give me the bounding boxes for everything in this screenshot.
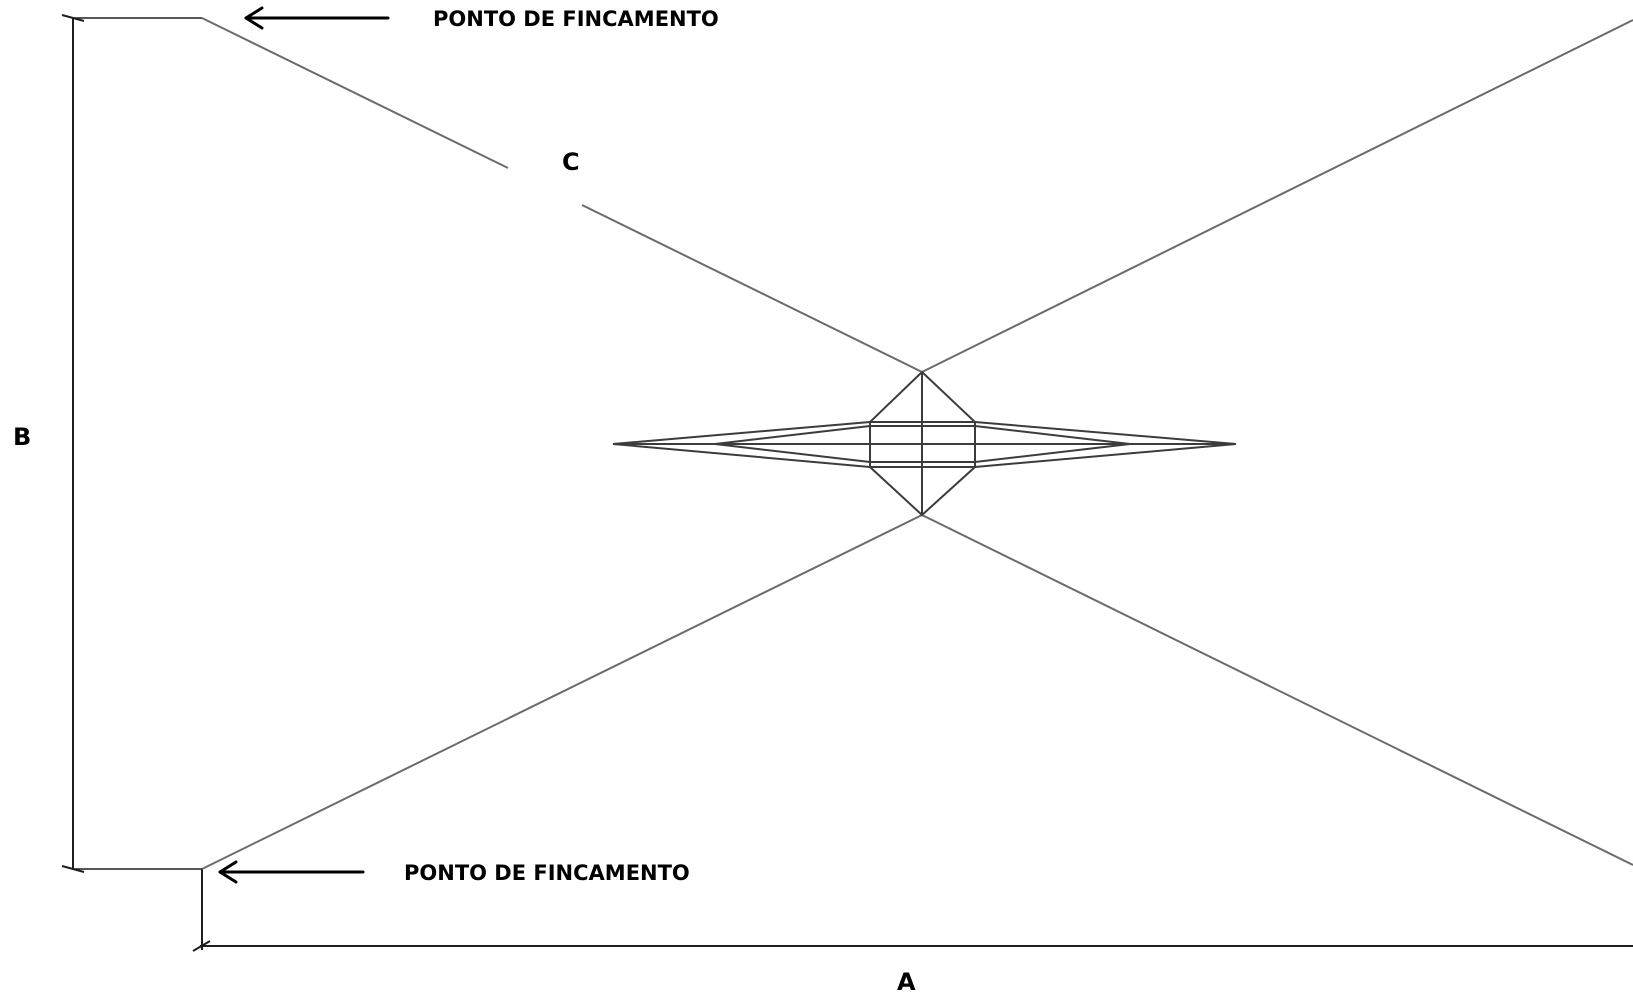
dimension-b-label: B (13, 423, 32, 451)
cable-top-left (581, 204, 923, 373)
cable-top-right (921, 19, 1633, 373)
dimension-a-line (192, 869, 1633, 952)
cable-top-left (201, 17, 509, 169)
center-detail (612, 370, 1237, 517)
anchor-point-top-label: PONTO DE FINCAMENTO (433, 7, 719, 31)
dimension-a-label: A (897, 968, 916, 996)
anchor-point-bottom-label: PONTO DE FINCAMENTO (404, 861, 690, 885)
dimension-c-label: C (562, 148, 580, 176)
cable-bottom-left (201, 514, 923, 870)
dimension-b-line (61, 14, 202, 873)
arrow-bottom (218, 860, 365, 884)
cable-bottom-right (921, 514, 1633, 866)
cable-lines (201, 17, 1633, 870)
arrow-top (244, 6, 390, 30)
